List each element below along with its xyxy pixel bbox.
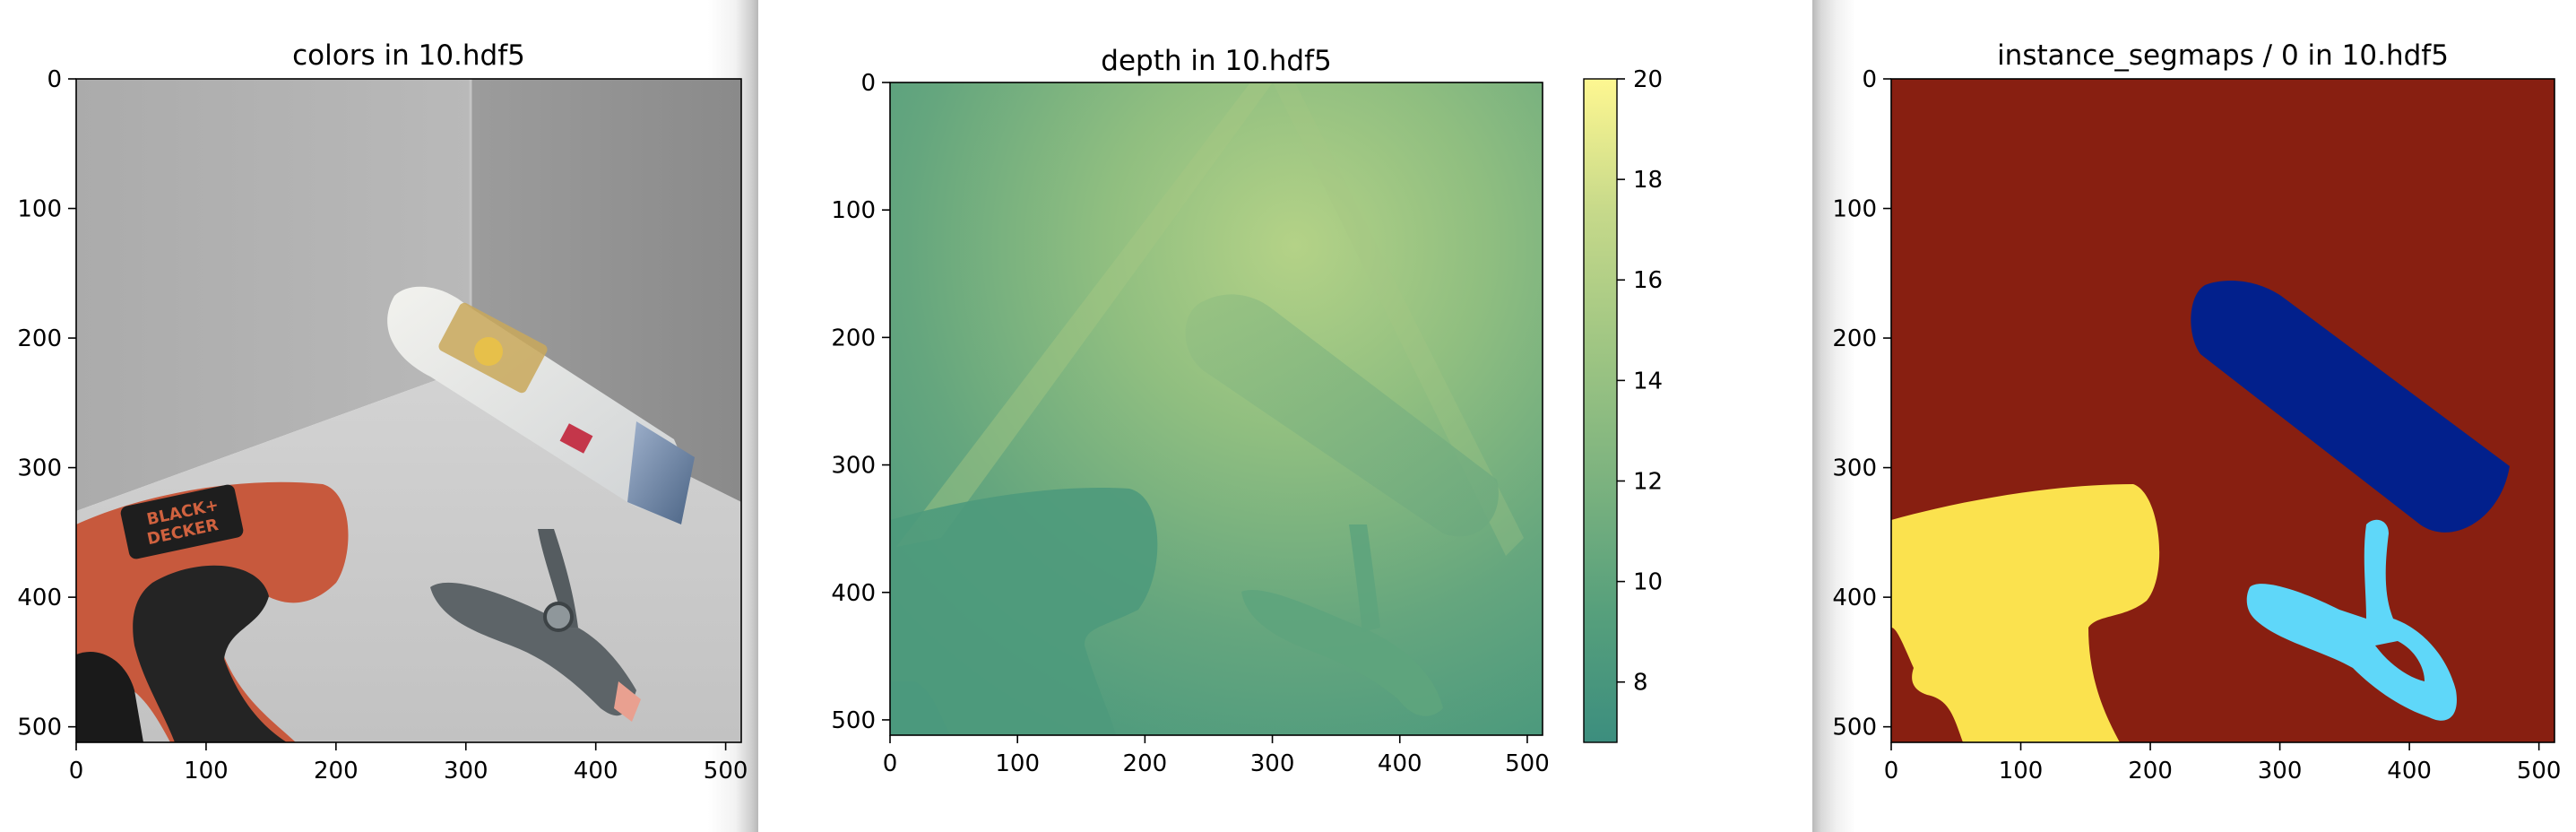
plot-frame — [1890, 78, 2555, 743]
x-tick-label: 500 — [1505, 750, 1550, 777]
left-wall — [76, 79, 471, 511]
y-tick-label: 0 — [860, 70, 876, 97]
drill-grip — [133, 565, 287, 742]
x-tick-label: 300 — [1250, 750, 1295, 777]
x-tick-label: 200 — [2128, 758, 2173, 784]
axes-ticks-segmap: 0 100 200 300 400 500 0 100 200 300 400 500 — [1832, 66, 2561, 784]
y-tick-label: 300 — [1832, 455, 1877, 482]
rgb-image: BLACK+ DECKER — [76, 79, 741, 742]
segment-clamp — [2246, 519, 2457, 721]
x-tick-label: 400 — [574, 758, 618, 784]
y-tick-label: 200 — [1832, 325, 1877, 352]
x-tick-label: 500 — [2517, 758, 2562, 784]
x-tick-label: 400 — [2387, 758, 2432, 784]
colorbar-tick-label: 14 — [1633, 368, 1663, 394]
depth-heatmap — [890, 82, 1543, 735]
segmap-heatmap — [1891, 79, 2554, 742]
x-tick-label: 100 — [184, 758, 229, 784]
y-tick-label: 200 — [831, 325, 876, 351]
y-tick-label: 500 — [17, 715, 62, 741]
chart-title: instance_segmaps / 0 in 10.hdf5 — [1997, 39, 2449, 72]
x-tick-label: 100 — [995, 750, 1040, 777]
y-tick-label: 400 — [17, 585, 62, 611]
bottle-cap — [627, 421, 695, 524]
colorbar-tick-label: 20 — [1633, 66, 1663, 93]
y-tick-label: 400 — [1832, 585, 1877, 611]
x-tick-label: 300 — [2258, 758, 2303, 784]
x-tick-label: 0 — [1884, 758, 1899, 784]
y-tick-label: 500 — [1832, 715, 1877, 741]
chart-title: colors in 10.hdf5 — [292, 39, 525, 72]
y-tick-label: 0 — [1862, 66, 1877, 93]
panel-divider-shadow — [1812, 0, 1855, 832]
colorbar-tick-label: 10 — [1633, 569, 1663, 596]
x-tick-label: 200 — [314, 758, 359, 784]
segment-bottle — [2191, 281, 2510, 533]
x-tick-label: 0 — [883, 750, 898, 777]
colorbar — [1583, 78, 1618, 743]
plot-frame — [75, 78, 742, 743]
depth-clamp — [1241, 590, 1443, 716]
spring-clamp — [430, 582, 636, 716]
y-tick-label: 100 — [17, 196, 62, 223]
x-tick-label: 0 — [69, 758, 84, 784]
x-tick-label: 300 — [444, 758, 488, 784]
chart-title: depth in 10.hdf5 — [1101, 45, 1331, 77]
y-tick-label: 100 — [1832, 196, 1877, 223]
y-tick-label: 100 — [831, 197, 876, 224]
y-tick-label: 300 — [831, 453, 876, 480]
axes-ticks-depth: 0 100 200 300 400 500 0 100 200 300 400 500 — [831, 70, 1549, 777]
depth-bottle — [1185, 294, 1499, 537]
segment-drill — [1891, 484, 2160, 742]
colorbar-ticks: 8 10 12 14 16 18 20 — [1617, 66, 1663, 697]
y-tick-label: 200 — [17, 325, 62, 352]
x-tick-label: 500 — [704, 758, 748, 784]
x-tick-label: 100 — [1999, 758, 2044, 784]
x-tick-label: 400 — [1378, 750, 1422, 777]
y-tick-label: 300 — [17, 455, 62, 482]
y-tick-label: 400 — [831, 580, 876, 607]
y-tick-label: 0 — [47, 66, 62, 93]
colorbar-tick-label: 16 — [1633, 267, 1663, 294]
y-tick-label: 500 — [831, 707, 876, 734]
colorbar-tick-label: 18 — [1633, 167, 1663, 194]
axes-ticks-colors: 0 100 200 300 400 500 0 100 200 300 400 500 — [17, 66, 748, 784]
depth-drill — [890, 488, 1158, 735]
plot-frame — [889, 82, 1543, 736]
colorbar-tick-label: 8 — [1633, 670, 1648, 697]
x-tick-label: 200 — [1123, 750, 1168, 777]
drill-logo-plate — [120, 484, 244, 559]
colorbar-tick-label: 12 — [1633, 468, 1663, 495]
